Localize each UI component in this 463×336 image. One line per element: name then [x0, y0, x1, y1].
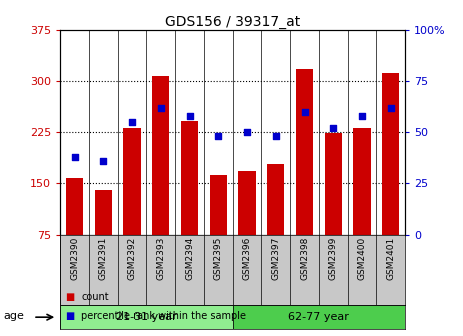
- Text: GSM2397: GSM2397: [271, 237, 280, 280]
- Bar: [238, 171, 256, 235]
- Text: GSM2392: GSM2392: [127, 237, 137, 280]
- Text: GSM2394: GSM2394: [185, 237, 194, 280]
- Text: GSM2395: GSM2395: [214, 237, 223, 280]
- Point: [100, 158, 107, 164]
- Point: [387, 105, 394, 111]
- Bar: [95, 190, 112, 235]
- Bar: [181, 121, 198, 235]
- Point: [186, 113, 193, 119]
- Point: [358, 113, 366, 119]
- Text: GSM2391: GSM2391: [99, 237, 108, 280]
- Point: [157, 105, 164, 111]
- Bar: [267, 164, 284, 235]
- Text: 62-77 year: 62-77 year: [288, 312, 349, 322]
- Text: percentile rank within the sample: percentile rank within the sample: [81, 311, 246, 321]
- Text: ■: ■: [65, 292, 74, 302]
- Point: [71, 154, 78, 160]
- Text: GSM2400: GSM2400: [357, 237, 367, 280]
- Bar: [325, 133, 342, 235]
- Text: GSM2401: GSM2401: [386, 237, 395, 280]
- Text: count: count: [81, 292, 109, 302]
- Bar: [124, 128, 141, 235]
- Point: [330, 126, 337, 131]
- Text: age: age: [3, 311, 24, 321]
- Point: [128, 120, 136, 125]
- Text: GSM2393: GSM2393: [156, 237, 165, 280]
- Text: GSM2390: GSM2390: [70, 237, 79, 280]
- Bar: [60, 305, 232, 329]
- Bar: [210, 175, 227, 235]
- Text: ■: ■: [65, 311, 74, 321]
- Point: [301, 109, 308, 115]
- Bar: [152, 76, 169, 235]
- Point: [214, 134, 222, 139]
- Bar: [232, 305, 405, 329]
- Bar: [296, 69, 313, 235]
- Bar: [353, 128, 370, 235]
- Point: [272, 134, 280, 139]
- Text: GSM2398: GSM2398: [300, 237, 309, 280]
- Bar: [382, 73, 400, 235]
- Text: 21-31 year: 21-31 year: [116, 312, 177, 322]
- Title: GDS156 / 39317_at: GDS156 / 39317_at: [165, 15, 300, 29]
- Text: GSM2396: GSM2396: [243, 237, 251, 280]
- Point: [244, 130, 251, 135]
- Bar: [66, 178, 83, 235]
- Text: GSM2399: GSM2399: [329, 237, 338, 280]
